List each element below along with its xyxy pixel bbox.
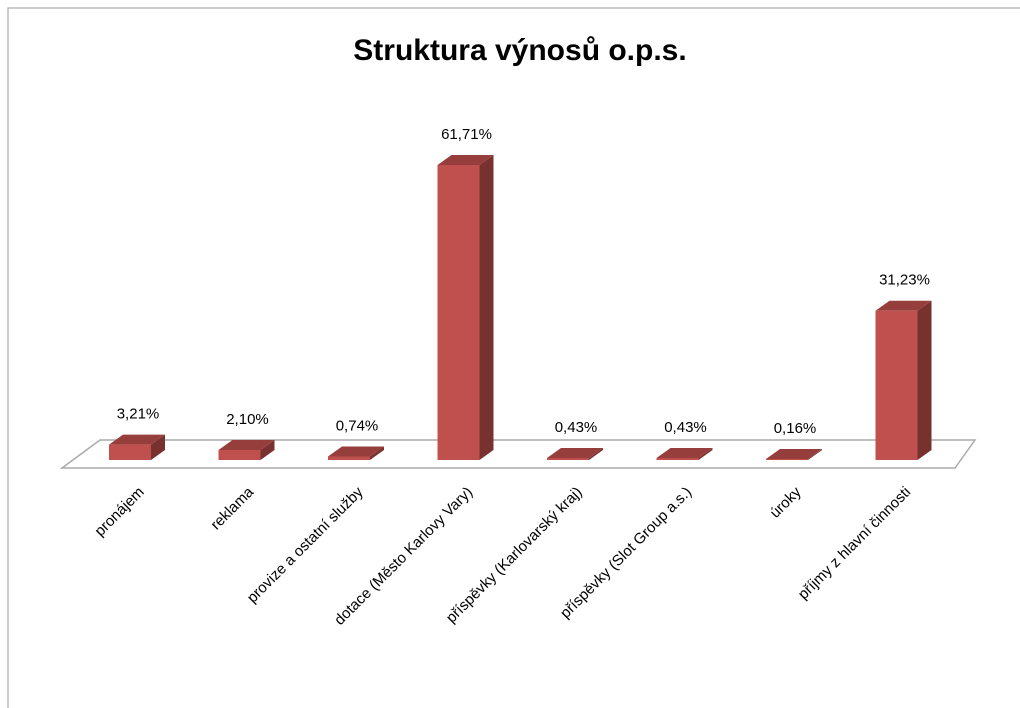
bar-front bbox=[218, 449, 261, 460]
bar bbox=[437, 155, 494, 460]
data-label: 31,23% bbox=[879, 272, 930, 289]
data-label: 61,71% bbox=[441, 126, 492, 143]
bar-front bbox=[547, 457, 589, 460]
bar bbox=[328, 446, 384, 460]
bar-top bbox=[218, 439, 275, 450]
bar-top bbox=[656, 447, 713, 458]
bar-top bbox=[875, 300, 932, 311]
bar-top bbox=[437, 155, 494, 165]
bar-top bbox=[766, 449, 822, 459]
floor bbox=[59, 439, 977, 469]
bar bbox=[875, 300, 932, 460]
bar-side bbox=[370, 446, 384, 460]
bar bbox=[766, 449, 822, 460]
bar bbox=[656, 447, 713, 460]
bar-front bbox=[766, 459, 808, 460]
data-label: 0,43% bbox=[555, 419, 598, 436]
chart-border bbox=[7, 7, 1020, 708]
data-label: 0,16% bbox=[774, 420, 817, 437]
bar-side bbox=[151, 434, 165, 460]
bar-top bbox=[109, 434, 165, 445]
chart-title: Struktura výnosů o.p.s. bbox=[353, 34, 686, 67]
data-label: 2,10% bbox=[226, 411, 269, 428]
bar bbox=[109, 434, 165, 460]
bar bbox=[218, 439, 275, 460]
data-label: 3,21% bbox=[117, 406, 160, 423]
data-label: 0,43% bbox=[664, 419, 707, 436]
bar-front bbox=[328, 456, 370, 460]
bar-front bbox=[109, 444, 151, 460]
bar-top bbox=[547, 447, 603, 458]
bar-front bbox=[875, 310, 918, 460]
bar-side bbox=[260, 439, 275, 460]
bar-side bbox=[589, 447, 603, 460]
data-label: 0,74% bbox=[336, 417, 379, 434]
bar-top bbox=[328, 446, 384, 457]
bar-side bbox=[808, 449, 822, 460]
bar-front bbox=[656, 457, 699, 460]
bar bbox=[547, 447, 603, 460]
bar-side bbox=[479, 155, 494, 460]
bar-front bbox=[437, 165, 480, 460]
bar-side bbox=[698, 447, 713, 460]
bar-side bbox=[917, 300, 932, 460]
